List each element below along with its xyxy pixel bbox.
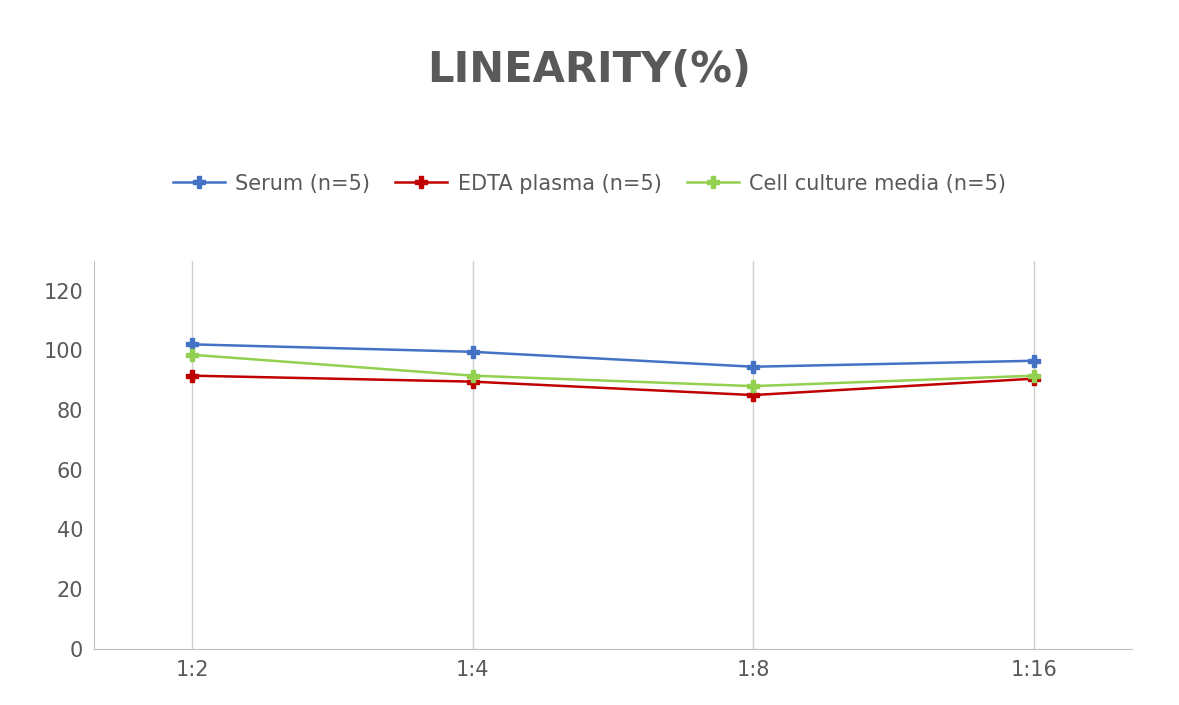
Legend: Serum (n=5), EDTA plasma (n=5), Cell culture media (n=5): Serum (n=5), EDTA plasma (n=5), Cell cul…: [165, 166, 1014, 202]
Text: LINEARITY(%): LINEARITY(%): [428, 49, 751, 92]
EDTA plasma (n=5): [185, 372, 199, 380]
Cell culture media (n=5): [466, 372, 480, 380]
Line: Cell culture media (n=5): Cell culture media (n=5): [186, 348, 1040, 393]
Cell culture media (n=5): [1027, 372, 1041, 380]
EDTA plasma (n=5): [466, 377, 480, 386]
Line: Serum (n=5): Serum (n=5): [186, 338, 1040, 373]
Cell culture media (n=5): [185, 350, 199, 359]
Serum (n=5): [466, 348, 480, 356]
EDTA plasma (n=5): [746, 391, 760, 399]
Serum (n=5): [185, 340, 199, 348]
Line: EDTA plasma (n=5): EDTA plasma (n=5): [186, 369, 1040, 401]
EDTA plasma (n=5): [1027, 374, 1041, 383]
Serum (n=5): [1027, 357, 1041, 365]
Cell culture media (n=5): [746, 382, 760, 391]
Serum (n=5): [746, 362, 760, 371]
